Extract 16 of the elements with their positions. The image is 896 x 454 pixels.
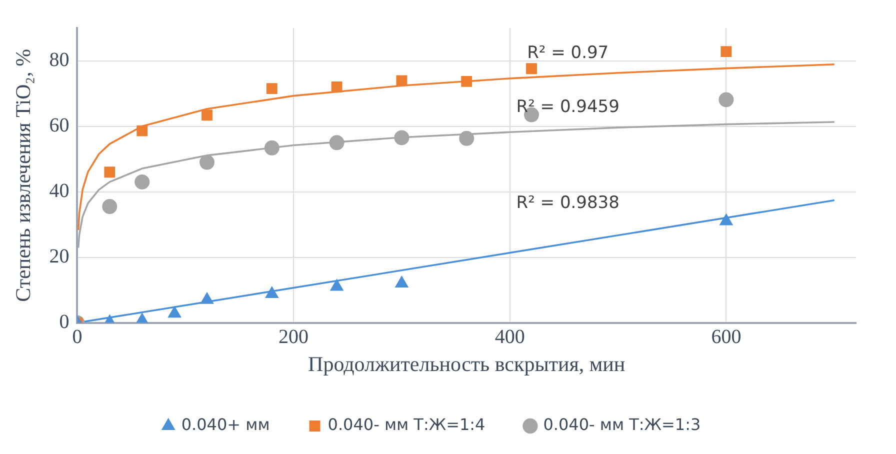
annotation: R² = 0.9459 [516, 97, 620, 118]
y-tick-label: 60 [49, 114, 70, 137]
annotation: R² = 0.9838 [516, 192, 620, 213]
legend-label: 0.040- мм Т:Ж=1:3 [543, 415, 701, 434]
annotation: R² = 0.97 [527, 42, 609, 63]
y-tick-label: 20 [49, 246, 70, 268]
legend-label: 0.040- мм Т:Ж=1:4 [328, 415, 486, 434]
x-tick-label: 600 [711, 326, 742, 348]
y-tick-label: 80 [49, 49, 70, 72]
y-tick-label: 40 [49, 180, 70, 202]
legend-label: 0.040+ мм [181, 415, 270, 434]
x-tick-label: 400 [494, 326, 525, 348]
y-tick-label: 0 [59, 311, 70, 334]
x-axis-title: Продолжительность вскрытия, мин [308, 352, 626, 376]
y-axis-title: Степень извлечения TiO₂, % [11, 48, 36, 302]
x-tick-label: 200 [278, 326, 309, 348]
